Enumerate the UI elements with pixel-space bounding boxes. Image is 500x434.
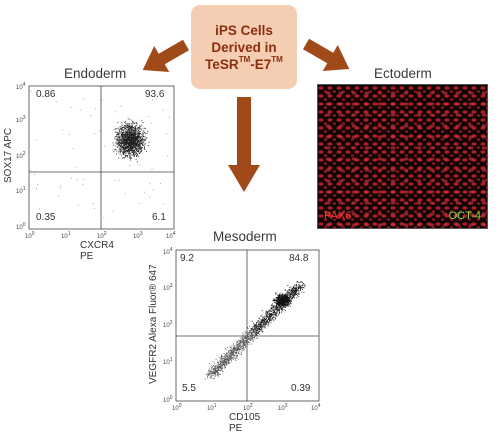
endoderm-q-bottom-left: 0.35 (36, 212, 56, 223)
endo-ytick-3: 103 (16, 115, 26, 124)
meso-xtick-4: 104 (311, 403, 321, 412)
arrow-to-ectoderm (303, 38, 350, 71)
endoderm-x-axis-label: CXCR4 PE (80, 240, 114, 262)
endoderm-events (30, 90, 170, 218)
meso-ytick-2: 102 (163, 320, 173, 329)
meso-ytick-4: 104 (163, 247, 173, 256)
meso-ytick-0: 100 (163, 395, 173, 404)
source-line-2: Derived in (211, 39, 277, 55)
mesoderm-y-axis-label: VEGFR2 Alexa Fluor® 647 (148, 264, 159, 384)
endo-ytick-1: 101 (16, 186, 26, 195)
ectoderm-label: Ectoderm (374, 66, 432, 81)
source-cells-box: iPS Cells Derived in TeSRTM-E7TM (191, 5, 297, 89)
endo-xtick-1: 101 (61, 231, 71, 240)
mesoderm-q-bottom-right: 0.39 (291, 383, 311, 394)
micrograph-cells (318, 85, 487, 228)
mesoderm-q-top-left: 9.2 (180, 253, 194, 264)
meso-xtick-1: 101 (207, 403, 217, 412)
endo-xtick-0: 100 (25, 231, 35, 240)
ectoderm-micrograph: PAX6 OCT-4 (317, 84, 488, 229)
arrow-to-mesoderm (228, 97, 260, 192)
mesoderm-q-top-right: 84.8 (289, 253, 309, 264)
meso-xtick-3: 103 (278, 403, 288, 412)
trademark-1: TM (238, 55, 251, 64)
endoderm-q-top-right: 93.6 (145, 89, 165, 100)
pax6-marker-label: PAX6 (324, 210, 352, 222)
endo-ytick-0: 100 (16, 222, 26, 231)
endoderm-label: Endoderm (64, 66, 127, 81)
medium-name: TeSR (205, 56, 239, 72)
endoderm-q-bottom-right: 6.1 (152, 212, 166, 223)
endo-xtick-4: 104 (166, 231, 176, 240)
source-line-1: iPS Cells (215, 22, 273, 38)
trademark-2: TM (271, 55, 283, 64)
endo-xtick-2: 102 (97, 231, 107, 240)
medium-suffix: -E7 (250, 56, 272, 72)
meso-ytick-3: 103 (163, 283, 173, 292)
meso-xtick-2: 102 (243, 403, 253, 412)
endo-ytick-2: 102 (16, 151, 26, 160)
source-line-3: TeSRTM-E7TM (205, 56, 283, 73)
endoderm-q-top-left: 0.86 (36, 89, 56, 100)
oct4-marker-label: OCT-4 (448, 210, 481, 222)
mesoderm-label: Mesoderm (213, 229, 277, 244)
arrow-to-endoderm (142, 39, 189, 72)
mesoderm-events (204, 280, 306, 380)
meso-ytick-1: 101 (163, 357, 173, 366)
mesoderm-x-axis-label: CD105 PE (229, 412, 261, 434)
meso-xtick-0: 100 (172, 403, 182, 412)
mesoderm-q-bottom-left: 5.5 (182, 383, 196, 394)
endo-xtick-3: 103 (133, 231, 143, 240)
endo-ytick-4: 104 (16, 82, 26, 91)
